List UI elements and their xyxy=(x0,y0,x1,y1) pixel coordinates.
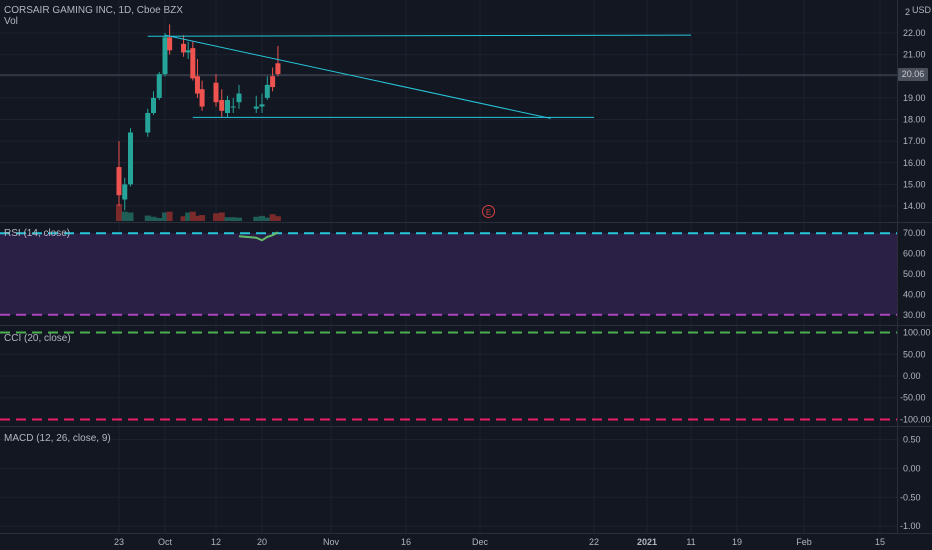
volume-bar-15 xyxy=(224,217,231,221)
price-tick-7: 16.00 xyxy=(903,158,926,168)
volume-bar-20 xyxy=(264,217,271,221)
volume-bar-3 xyxy=(144,215,151,221)
candle-body-4 xyxy=(151,97,156,114)
volume-bar-19 xyxy=(259,215,265,221)
symbol-title[interactable]: CORSAIR GAMING INC, 1D, Cboe BZX xyxy=(4,5,183,16)
trendline-0 xyxy=(147,34,692,37)
candle-body-5 xyxy=(156,74,162,98)
cci-tick-3: -50.00 xyxy=(900,393,926,403)
time-tick-10: 19 xyxy=(732,537,742,547)
rsi-line xyxy=(238,231,279,242)
price-tick-9: 14.00 xyxy=(903,201,926,211)
price-tick-4: 19.00 xyxy=(903,93,926,103)
candle-body-14 xyxy=(219,100,225,111)
volume-bar-21 xyxy=(269,214,276,221)
candle-body-16 xyxy=(230,106,236,108)
cci-tick-2: 0.00 xyxy=(903,371,921,381)
price-tick-top: 2 xyxy=(905,7,910,17)
candle-body-12 xyxy=(199,89,205,107)
time-tick-5: 16 xyxy=(401,537,411,547)
volume-bar-10 xyxy=(189,211,196,221)
candle-body-6 xyxy=(162,37,168,75)
time-tick-12: 15 xyxy=(875,537,885,547)
volume-bar-22 xyxy=(274,216,281,221)
candle-body-22 xyxy=(275,63,281,75)
volume-bar-11 xyxy=(194,215,201,221)
rsi-tick-0: 70.00 xyxy=(903,228,926,238)
trendline-1 xyxy=(164,34,551,119)
cci-tick-4: -100.00 xyxy=(900,414,931,424)
volume-bar-18 xyxy=(253,216,260,221)
price-tick-5: 18.00 xyxy=(903,115,926,125)
macd-tick-0: 0.50 xyxy=(903,435,921,445)
earnings-marker-icon[interactable]: E xyxy=(482,205,495,218)
volume-label: Vol xyxy=(4,16,18,27)
time-tick-9: 11 xyxy=(686,537,695,547)
rsi-tick-4: 30.00 xyxy=(903,310,926,320)
macd-tick-2: -0.50 xyxy=(900,492,921,502)
currency-label: USD xyxy=(912,5,932,15)
volume-bar-6 xyxy=(162,212,168,221)
candle-body-7 xyxy=(167,37,173,51)
cci-tick-0: 100.00 xyxy=(903,328,931,338)
macd-pane-label[interactable]: MACD (12, 26, close, 9) xyxy=(4,433,111,444)
rsi-pane-label[interactable]: RSI (14, close) xyxy=(4,228,71,239)
volume-bar-2 xyxy=(127,212,134,221)
price-tick-2: 21.00 xyxy=(903,50,926,60)
candle-body-17 xyxy=(236,93,242,103)
time-tick-8: 2021 xyxy=(637,537,657,547)
candle-body-0 xyxy=(116,167,122,196)
candle-body-9 xyxy=(185,50,191,53)
candle-body-10 xyxy=(190,48,196,79)
macd-tick-1: 0.00 xyxy=(903,463,921,473)
cci-tick-1: 50.00 xyxy=(903,349,926,359)
volume-bar-0 xyxy=(116,204,122,221)
volume-bar-16 xyxy=(230,217,237,221)
price-tick-1: 22.00 xyxy=(903,28,926,38)
volume-bar-1 xyxy=(121,211,128,221)
rsi-tick-3: 40.00 xyxy=(903,289,926,299)
candle-body-2 xyxy=(128,132,133,185)
last-price-badge: 20.06 xyxy=(898,68,928,81)
volume-bar-8 xyxy=(180,216,187,221)
volume-bar-17 xyxy=(236,217,242,221)
candle-body-15 xyxy=(225,100,230,114)
volume-bar-14 xyxy=(218,212,225,221)
price-tick-6: 17.00 xyxy=(903,136,926,146)
time-tick-7: 22 xyxy=(589,537,599,547)
candle-body-18 xyxy=(253,106,259,109)
candle-body-11 xyxy=(194,76,200,94)
candle-body-20 xyxy=(264,84,270,98)
candle-body-3 xyxy=(145,113,151,133)
candle-body-8 xyxy=(181,43,187,53)
volume-bar-4 xyxy=(150,216,157,221)
candle-body-19 xyxy=(259,104,265,107)
macd-tick-3: -1.00 xyxy=(900,521,921,531)
volume-bar-5 xyxy=(156,217,163,221)
candle-body-13 xyxy=(213,82,219,103)
volume-bar-12 xyxy=(199,215,206,221)
candle-body-1 xyxy=(122,184,128,200)
volume-bar-9 xyxy=(185,212,192,221)
cci-pane-label[interactable]: CCI (20, close) xyxy=(4,333,71,344)
rsi-tick-2: 50.00 xyxy=(903,269,926,279)
volume-bar-7 xyxy=(166,211,173,221)
rsi-tick-1: 60.00 xyxy=(903,249,926,259)
volume-bar-13 xyxy=(213,213,219,221)
candle-body-21 xyxy=(270,76,276,88)
price-tick-8: 15.00 xyxy=(903,179,926,189)
time-tick-1: Oct xyxy=(158,537,173,547)
time-tick-3: 20 xyxy=(257,537,267,547)
time-tick-4: Nov xyxy=(323,537,340,547)
time-tick-11: Feb xyxy=(796,537,812,547)
time-tick-0: 23 xyxy=(114,537,124,547)
time-tick-2: 12 xyxy=(211,537,221,547)
time-tick-6: Dec xyxy=(472,537,489,547)
